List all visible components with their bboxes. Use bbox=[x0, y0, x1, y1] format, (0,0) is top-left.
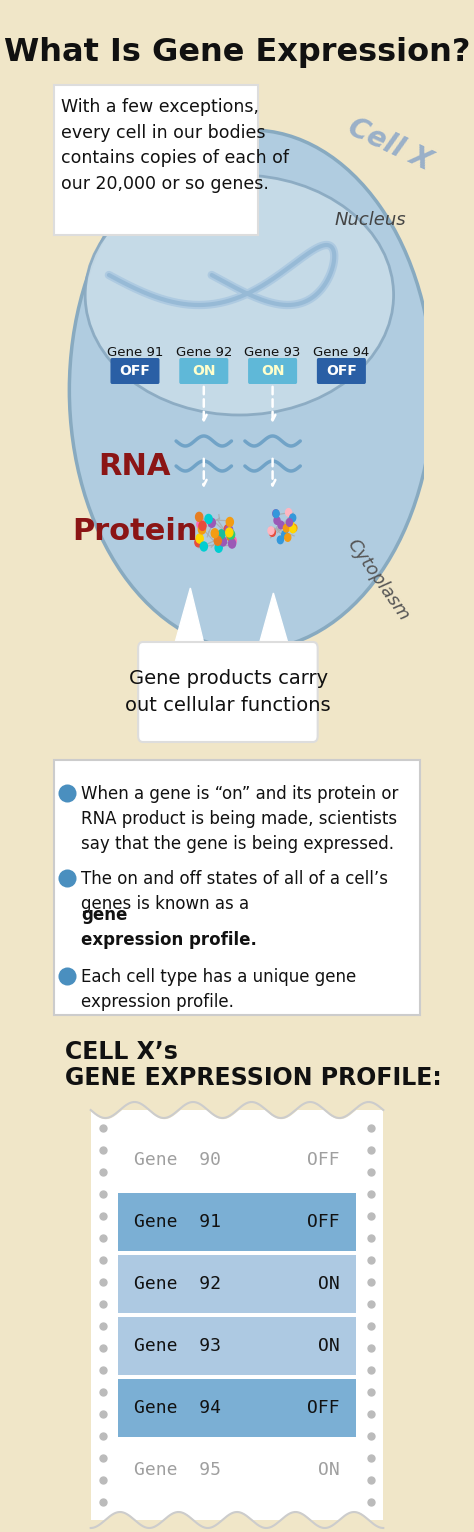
Text: Gene  95: Gene 95 bbox=[134, 1462, 221, 1478]
Text: When a gene is “on” and its protein or
RNA product is being made, scientists
say: When a gene is “on” and its protein or R… bbox=[81, 784, 399, 853]
FancyBboxPatch shape bbox=[55, 760, 419, 1016]
Circle shape bbox=[205, 515, 212, 524]
Bar bbox=[118, 1379, 356, 1437]
Circle shape bbox=[228, 530, 235, 539]
Circle shape bbox=[229, 536, 236, 545]
Circle shape bbox=[198, 525, 206, 535]
Circle shape bbox=[226, 525, 233, 535]
Circle shape bbox=[218, 530, 225, 539]
Text: Gene 92: Gene 92 bbox=[175, 346, 232, 358]
Text: ON: ON bbox=[261, 365, 284, 378]
Circle shape bbox=[286, 519, 292, 527]
Text: OFF: OFF bbox=[326, 365, 357, 378]
Text: ON: ON bbox=[318, 1275, 340, 1293]
Circle shape bbox=[195, 538, 202, 547]
Text: OFF: OFF bbox=[307, 1399, 340, 1417]
FancyBboxPatch shape bbox=[138, 642, 318, 741]
Circle shape bbox=[214, 536, 221, 545]
Circle shape bbox=[277, 536, 283, 544]
Text: GENE EXPRESSION PROFILE:: GENE EXPRESSION PROFILE: bbox=[65, 1066, 442, 1089]
Text: CELL X’s: CELL X’s bbox=[65, 1040, 178, 1065]
Circle shape bbox=[226, 518, 233, 527]
Text: Gene 91: Gene 91 bbox=[107, 346, 163, 358]
Circle shape bbox=[196, 512, 203, 521]
Circle shape bbox=[226, 529, 233, 536]
FancyBboxPatch shape bbox=[179, 358, 228, 385]
Bar bbox=[118, 1255, 356, 1313]
Circle shape bbox=[201, 542, 208, 552]
Text: ON: ON bbox=[318, 1337, 340, 1354]
Text: The on and off states of all of a cell’s
genes is known as a: The on and off states of all of a cell’s… bbox=[81, 870, 388, 913]
Circle shape bbox=[197, 519, 204, 529]
Text: Gene 93: Gene 93 bbox=[245, 346, 301, 358]
Text: ON: ON bbox=[318, 1462, 340, 1478]
Text: Cytoplasm: Cytoplasm bbox=[343, 536, 412, 624]
Text: What Is Gene Expression?: What Is Gene Expression? bbox=[4, 37, 470, 67]
Text: RNA: RNA bbox=[99, 452, 171, 481]
Circle shape bbox=[283, 524, 289, 532]
Text: Each cell type has a unique gene
expression profile.: Each cell type has a unique gene express… bbox=[81, 968, 356, 1011]
Circle shape bbox=[208, 518, 215, 527]
Circle shape bbox=[290, 525, 296, 533]
Text: Protein: Protein bbox=[72, 516, 198, 545]
Circle shape bbox=[211, 529, 219, 538]
Circle shape bbox=[269, 529, 275, 536]
Bar bbox=[91, 1111, 383, 1520]
Text: Gene  94: Gene 94 bbox=[134, 1399, 221, 1417]
Circle shape bbox=[273, 510, 279, 518]
Circle shape bbox=[290, 515, 296, 521]
Text: OFF: OFF bbox=[119, 365, 150, 378]
Text: Gene  92: Gene 92 bbox=[134, 1275, 221, 1293]
Circle shape bbox=[268, 527, 274, 535]
Circle shape bbox=[278, 521, 284, 529]
Circle shape bbox=[215, 544, 222, 552]
Text: Gene products carry
out cellular functions: Gene products carry out cellular functio… bbox=[126, 669, 331, 715]
Text: With a few exceptions,
every cell in our bodies
contains copies of each of
our 2: With a few exceptions, every cell in our… bbox=[61, 98, 289, 193]
Text: gene
expression profile.: gene expression profile. bbox=[81, 905, 257, 948]
Circle shape bbox=[219, 536, 227, 545]
Text: OFF: OFF bbox=[307, 1213, 340, 1232]
Ellipse shape bbox=[69, 130, 433, 650]
Text: ON: ON bbox=[192, 365, 216, 378]
Text: DNA: DNA bbox=[179, 205, 253, 234]
Circle shape bbox=[285, 533, 291, 541]
Circle shape bbox=[273, 510, 279, 518]
Circle shape bbox=[224, 524, 231, 533]
FancyBboxPatch shape bbox=[248, 358, 297, 385]
Bar bbox=[118, 1318, 356, 1376]
Circle shape bbox=[199, 521, 206, 530]
FancyBboxPatch shape bbox=[110, 358, 159, 385]
Text: Gene  91: Gene 91 bbox=[134, 1213, 221, 1232]
Text: OFF: OFF bbox=[307, 1151, 340, 1169]
Text: Gene  90: Gene 90 bbox=[134, 1151, 221, 1169]
Circle shape bbox=[196, 535, 203, 542]
Text: Cell X: Cell X bbox=[343, 113, 436, 176]
FancyBboxPatch shape bbox=[317, 358, 366, 385]
FancyBboxPatch shape bbox=[54, 84, 257, 234]
Circle shape bbox=[228, 539, 236, 548]
Circle shape bbox=[282, 530, 288, 538]
Circle shape bbox=[288, 519, 293, 527]
Ellipse shape bbox=[85, 175, 393, 415]
Bar bbox=[118, 1193, 356, 1252]
Text: Gene  93: Gene 93 bbox=[134, 1337, 221, 1354]
Circle shape bbox=[285, 509, 292, 516]
Text: Gene 94: Gene 94 bbox=[313, 346, 370, 358]
Circle shape bbox=[291, 524, 297, 532]
Text: Nucleus: Nucleus bbox=[334, 211, 406, 228]
Circle shape bbox=[227, 532, 234, 541]
Circle shape bbox=[274, 516, 280, 524]
Polygon shape bbox=[257, 593, 291, 653]
Polygon shape bbox=[172, 588, 206, 653]
